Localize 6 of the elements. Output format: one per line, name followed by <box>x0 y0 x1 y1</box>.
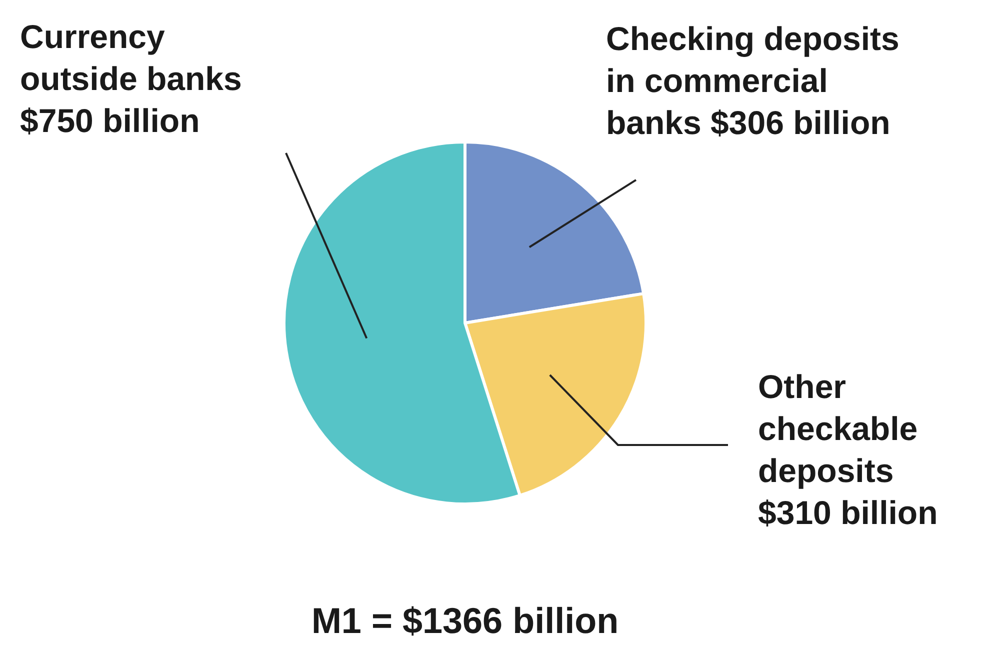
data-label: $750 billion <box>20 102 200 139</box>
data-label: $310 billion <box>758 494 938 531</box>
slice-label: Other checkable deposits <box>758 368 918 489</box>
text: M1 = $1366 billion <box>311 600 619 641</box>
slice-label: Currency outside banks <box>20 18 242 97</box>
slice-label: Checking deposits in commercial banks $306 billion <box>606 20 900 141</box>
